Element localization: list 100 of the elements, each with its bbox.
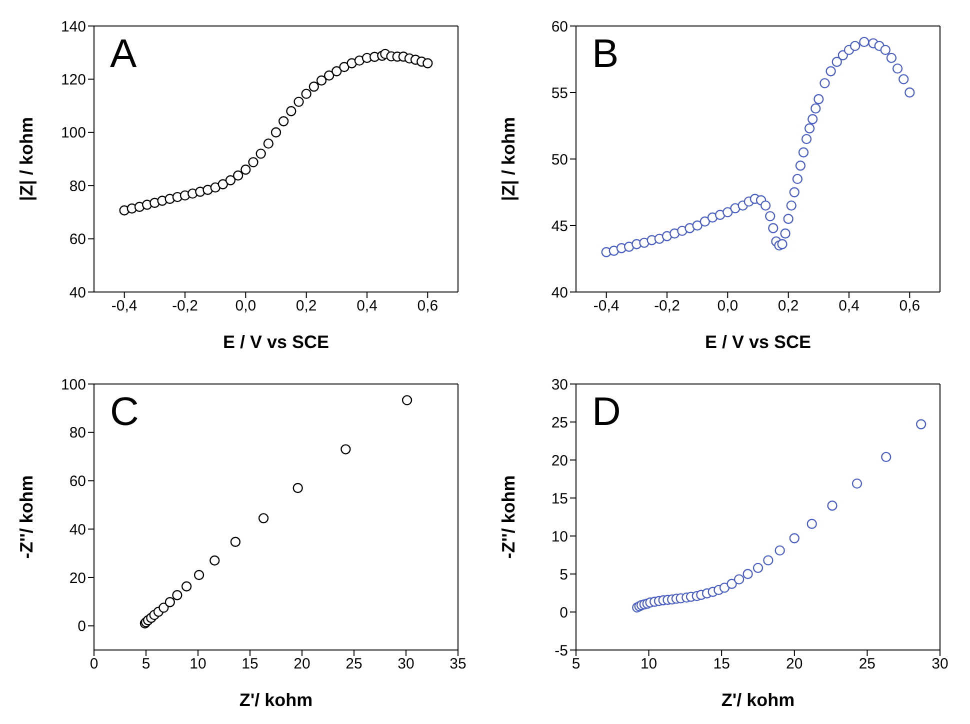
- y-tick-label: 120: [60, 72, 86, 89]
- y-tick-label: 80: [69, 424, 86, 442]
- y-tick-label: 0: [560, 604, 568, 622]
- y-axis-title: |Z| / kohm: [498, 116, 518, 202]
- point: [780, 228, 790, 239]
- point: [270, 127, 282, 138]
- point: [286, 106, 296, 116]
- x-tick-label: 20: [786, 656, 803, 673]
- y-tick-label: 60: [551, 18, 568, 36]
- y-tick-label: 100: [60, 124, 86, 142]
- point: [339, 62, 350, 72]
- x-tick-label: 0,0: [235, 298, 256, 315]
- point: [669, 228, 680, 239]
- point: [248, 157, 258, 168]
- annotation: A: [110, 32, 137, 76]
- point: [719, 582, 730, 593]
- point: [789, 533, 800, 544]
- x-tick-label: 0: [90, 656, 98, 673]
- x-tick-label: 0,4: [838, 298, 860, 315]
- point: [240, 164, 251, 175]
- x-tick-label: 20: [294, 656, 310, 673]
- x-tick-label: 5: [142, 656, 150, 673]
- y-tick-label: 40: [551, 284, 568, 302]
- point: [752, 562, 764, 574]
- point: [881, 452, 892, 462]
- point: [783, 214, 794, 224]
- point: [164, 597, 176, 608]
- point: [332, 66, 342, 76]
- point: [263, 138, 274, 149]
- point: [786, 200, 796, 211]
- x-tick-label: -0,4: [593, 298, 620, 315]
- point: [308, 82, 320, 92]
- x-tick-label: 35: [450, 656, 466, 673]
- x-tick-label: 30: [932, 656, 948, 673]
- y-tick-label: 0: [78, 618, 86, 636]
- point: [742, 568, 753, 580]
- y-tick-label: 40: [69, 521, 86, 538]
- point: [916, 419, 926, 430]
- point: [278, 116, 289, 126]
- x-axis-title: E / V vs SCE: [222, 332, 330, 352]
- x-tick-label: 15: [242, 656, 258, 673]
- point: [792, 174, 803, 184]
- point: [795, 160, 806, 171]
- point: [801, 134, 812, 144]
- point: [820, 78, 830, 88]
- y-tick-label: 100: [60, 376, 86, 394]
- point: [726, 578, 737, 589]
- point: [294, 96, 304, 107]
- x-tick-label: -0,2: [654, 298, 680, 315]
- point: [765, 211, 776, 222]
- point: [181, 581, 192, 592]
- point: [301, 88, 312, 99]
- annotation: C: [110, 390, 139, 434]
- y-tick-label: 20: [551, 452, 568, 470]
- point: [158, 602, 169, 613]
- y-tick-label: 55: [551, 84, 568, 102]
- point: [832, 56, 842, 68]
- annotation: B: [592, 32, 619, 76]
- x-tick-label: 0,2: [778, 298, 799, 315]
- x-tick-label: 0,6: [899, 298, 920, 315]
- annotation: D: [592, 390, 621, 434]
- point: [768, 223, 778, 234]
- point: [402, 395, 412, 406]
- y-tick-label: 40: [69, 284, 86, 302]
- y-tick-label: 20: [69, 570, 86, 587]
- x-tick-label: 0,4: [356, 298, 378, 315]
- point: [340, 444, 351, 454]
- x-tick-label: 10: [190, 656, 206, 673]
- point: [774, 545, 785, 556]
- point: [827, 500, 838, 511]
- point: [859, 36, 870, 48]
- point: [898, 74, 909, 84]
- y-tick-label: 50: [551, 151, 568, 168]
- point: [804, 123, 815, 134]
- x-axis-title: Z'/ kohm: [239, 690, 313, 710]
- point: [904, 87, 915, 98]
- point: [810, 103, 821, 114]
- x-tick-label: -0,4: [111, 298, 138, 315]
- y-axis-title: |Z| / kohm: [16, 116, 36, 202]
- x-tick-label: 0,0: [717, 298, 738, 315]
- x-tick-label: -0,2: [172, 298, 198, 315]
- y-tick-label: 80: [69, 178, 86, 195]
- point: [194, 570, 204, 580]
- point: [763, 555, 774, 566]
- point: [210, 182, 220, 193]
- point: [892, 63, 903, 74]
- point: [886, 52, 897, 64]
- y-tick-label: 140: [60, 18, 86, 36]
- point: [692, 220, 702, 231]
- x-axis-title: E / V vs SCE: [704, 332, 812, 352]
- point: [210, 555, 220, 566]
- point: [225, 175, 236, 186]
- x-tick-label: 0,2: [296, 298, 317, 315]
- point: [230, 536, 241, 548]
- point: [826, 66, 836, 76]
- x-tick-label: 25: [346, 656, 362, 673]
- point: [808, 114, 818, 124]
- point: [814, 94, 824, 104]
- point: [316, 75, 327, 86]
- point: [232, 170, 244, 181]
